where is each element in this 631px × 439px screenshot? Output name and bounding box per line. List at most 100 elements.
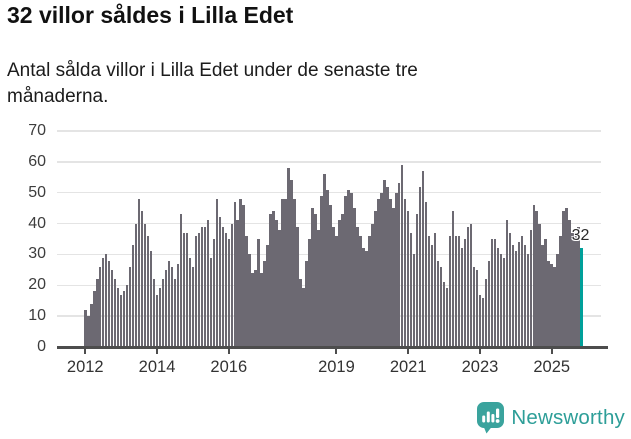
- bar: [547, 260, 550, 347]
- bar: [514, 251, 518, 347]
- bar: [185, 232, 189, 347]
- bar: [347, 189, 350, 347]
- bar: [314, 214, 317, 347]
- bar: [218, 217, 222, 347]
- bar: [194, 235, 198, 347]
- x-tick-label-2016: 2016: [210, 358, 248, 376]
- bar: [245, 235, 248, 347]
- bar: [577, 226, 580, 347]
- bar: [269, 214, 272, 347]
- bar: [302, 288, 305, 347]
- bar: [571, 232, 574, 347]
- bar: [418, 186, 422, 347]
- bar: [475, 269, 479, 347]
- bar: [436, 260, 440, 347]
- bar: [409, 232, 413, 347]
- y-tick-label-50: 50: [28, 183, 46, 201]
- bar: [356, 226, 359, 347]
- bar: [308, 239, 311, 347]
- bar: [478, 294, 482, 347]
- bar: [463, 239, 467, 347]
- bar: [406, 211, 410, 347]
- bar: [535, 211, 539, 347]
- gridline-70: [57, 130, 601, 132]
- bar: [502, 257, 506, 347]
- bar: [350, 192, 353, 347]
- bar: [374, 211, 377, 347]
- bar: [457, 235, 461, 347]
- bar: [197, 232, 201, 347]
- plot-area: 0 10 20 30 40 50 60 70 2012 2014 2016 2019 2021 2023…: [28, 123, 608, 376]
- bar: [481, 297, 485, 347]
- bar: [266, 245, 269, 347]
- bar: [98, 266, 102, 347]
- x-tick-2014: [156, 349, 159, 354]
- bar: [439, 266, 443, 347]
- bar: [125, 285, 129, 347]
- y-tick-label-10: 10: [28, 307, 46, 325]
- bar: [511, 245, 515, 347]
- bar: [335, 235, 338, 347]
- x-tick-label-2021: 2021: [389, 358, 427, 376]
- bar: [191, 266, 195, 347]
- bar: [341, 214, 344, 347]
- y-tick-label-20: 20: [28, 276, 46, 294]
- bar: [424, 201, 428, 347]
- bar: [496, 248, 500, 347]
- bar: [89, 303, 93, 347]
- bar: [188, 257, 192, 347]
- bar: [119, 294, 123, 347]
- bar: [128, 266, 132, 347]
- bar: [278, 229, 281, 347]
- bar: [499, 254, 503, 347]
- bar: [209, 257, 213, 347]
- bar: [529, 229, 533, 347]
- bar: [550, 263, 553, 347]
- x-axis-line: [57, 346, 608, 349]
- bar: [155, 294, 159, 347]
- bar: [329, 205, 332, 347]
- bar: [86, 316, 90, 347]
- bar: [368, 235, 371, 347]
- bar: [287, 168, 290, 347]
- bar: [182, 232, 186, 347]
- bar: [445, 288, 449, 347]
- bar: [236, 220, 240, 347]
- bar: [508, 232, 512, 347]
- bar: [248, 254, 251, 347]
- bar: [332, 226, 335, 347]
- bar: [263, 260, 266, 347]
- bar: [206, 220, 210, 347]
- bar: [326, 189, 329, 347]
- bar: [215, 198, 219, 347]
- y-tick-label-30: 30: [28, 245, 46, 263]
- bar: [284, 198, 287, 347]
- bar: [565, 208, 568, 347]
- bar: [433, 232, 437, 347]
- bar: [116, 288, 120, 347]
- bar: [448, 235, 452, 347]
- bar: [143, 223, 147, 347]
- bar: [344, 195, 347, 347]
- bar: [323, 174, 326, 347]
- x-tick-label-2023: 2023: [461, 358, 499, 376]
- gridline-10: [57, 315, 601, 317]
- bar: [290, 180, 293, 347]
- y-tick-label-60: 60: [28, 152, 46, 170]
- bar: [403, 198, 407, 347]
- x-tick-2012: [84, 349, 87, 354]
- x-tick-2016: [227, 349, 230, 354]
- bar: [442, 282, 446, 347]
- bar: [200, 226, 204, 347]
- highlight-value-label: 32: [571, 227, 590, 245]
- bar: [562, 211, 565, 347]
- bar: [520, 235, 524, 347]
- bar: [359, 235, 362, 347]
- bar: [149, 251, 153, 347]
- bar: [230, 223, 234, 347]
- bar: [517, 242, 521, 347]
- bar: [95, 279, 99, 347]
- bar: [568, 220, 571, 347]
- bar: [538, 223, 542, 347]
